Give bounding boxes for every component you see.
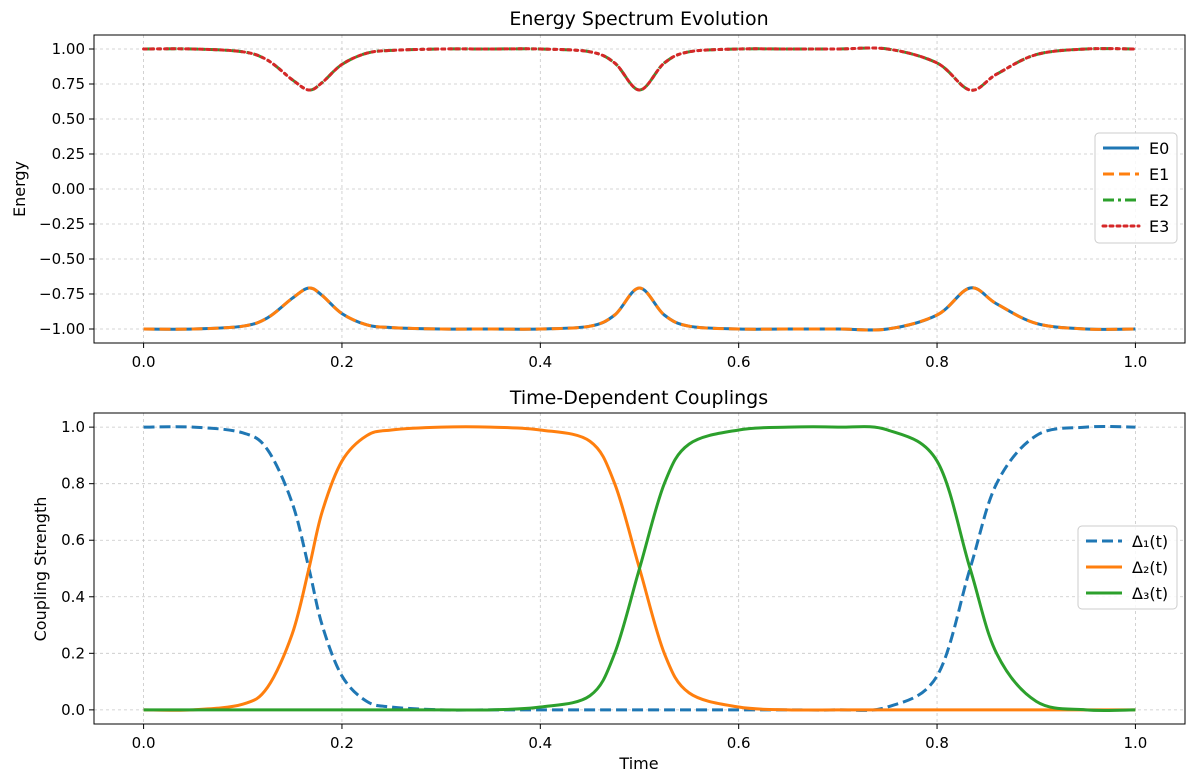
coupling-x-tick-label: 0.2 (330, 734, 354, 752)
energy-x-tick-label: 0.6 (727, 353, 751, 371)
couplings-title: Time-Dependent Couplings (509, 387, 768, 409)
coupling-x-tick-label: 0.8 (925, 734, 949, 752)
energy-series-line-3 (142, 46, 1137, 92)
coupling-legend: Δ₁(t) Δ₂(t) Δ₃(t) (1077, 525, 1178, 610)
energy-y-axis-label: Energy (10, 161, 29, 217)
coupling-x-tick-label: 1.0 (1123, 734, 1147, 752)
coupling-y-tick-label: 0.4 (61, 588, 85, 606)
coupling-legend-box (1077, 525, 1178, 610)
energy-legend-label: E2 (1149, 191, 1169, 210)
coupling-y-tick-label: 0.2 (61, 644, 85, 662)
coupling-y-tick-label: 0.8 (61, 475, 85, 493)
coupling-series-line-2 (143, 425, 1136, 712)
energy-legend-label: E0 (1149, 139, 1169, 158)
coupling-series-line-1 (143, 425, 1136, 712)
energy-x-tick-label: 1.0 (1123, 353, 1147, 371)
coupling-x-tick-label: 0.4 (528, 734, 552, 752)
coupling-x-tick-label: 0.0 (132, 734, 156, 752)
energy-y-tick-label: −0.25 (39, 215, 85, 233)
coupling-y-tick-label: 0.6 (61, 531, 85, 549)
coupling-legend-label: Δ₁(t) (1132, 532, 1168, 551)
couplings-panel: Time-Dependent Couplings Coupling Streng… (31, 387, 1186, 773)
energy-legend-box (1094, 132, 1178, 244)
coupling-y-tick-label: 0.0 (61, 701, 85, 719)
energy-y-tick-label: 0.75 (52, 75, 85, 93)
energy-y-tick-label: −0.75 (39, 285, 85, 303)
coupling-series-line-0 (143, 425, 1136, 712)
energy-y-tick-label: 1.00 (52, 40, 85, 58)
energy-y-tick-label: 0.25 (52, 145, 85, 163)
couplings-y-axis-label: Coupling Strength (31, 497, 50, 642)
energy-y-tick-label: 0.50 (52, 110, 85, 128)
energy-x-tick-label: 0.0 (132, 353, 156, 371)
energy-spectrum-panel: Energy Spectrum Evolution Energy 0.0 0.2 0… (10, 8, 1186, 371)
coupling-legend-label: Δ₃(t) (1132, 584, 1168, 603)
coupling-legend-label: Δ₂(t) (1132, 558, 1168, 577)
coupling-y-tick-label: 1.0 (61, 418, 85, 436)
energy-legend-label: E3 (1149, 217, 1169, 236)
energy-x-tick-label: 0.4 (528, 353, 552, 371)
energy-legend-label: E1 (1149, 165, 1169, 184)
coupling-axes-frame (93, 412, 1186, 725)
energy-spectrum-title: Energy Spectrum Evolution (509, 8, 768, 30)
couplings-x-axis-label: Time (618, 754, 658, 773)
energy-x-tick-label: 0.8 (925, 353, 949, 371)
energy-y-tick-label: 0.00 (52, 180, 85, 198)
energy-legend: E0 E1 E2 E3 (1094, 132, 1178, 244)
energy-series-line-1 (143, 286, 1136, 332)
coupling-x-tick-label: 0.6 (727, 734, 751, 752)
energy-x-tick-label: 0.2 (330, 353, 354, 371)
energy-y-tick-label: −0.50 (39, 250, 85, 268)
energy-y-tick-label: −1.00 (39, 320, 85, 338)
